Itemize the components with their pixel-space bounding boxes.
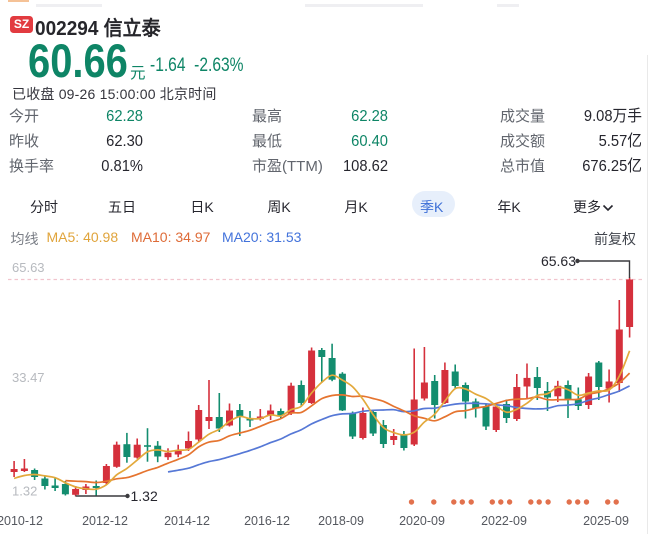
svg-text:2012-12: 2012-12: [82, 514, 128, 528]
svg-text:2014-12: 2014-12: [164, 514, 210, 528]
svg-text:2010-12: 2010-12: [0, 514, 43, 528]
svg-text:2022-09: 2022-09: [481, 514, 527, 528]
svg-text:2020-09: 2020-09: [399, 514, 445, 528]
svg-text:2016-12: 2016-12: [244, 514, 290, 528]
svg-text:33.47: 33.47: [12, 370, 45, 385]
svg-text:1.32: 1.32: [12, 484, 37, 499]
svg-text:1.32: 1.32: [131, 488, 158, 504]
svg-text:2025-09: 2025-09: [583, 514, 629, 528]
svg-text:65.63: 65.63: [541, 253, 576, 269]
svg-text:65.63: 65.63: [12, 260, 45, 275]
svg-text:2018-09: 2018-09: [318, 514, 364, 528]
